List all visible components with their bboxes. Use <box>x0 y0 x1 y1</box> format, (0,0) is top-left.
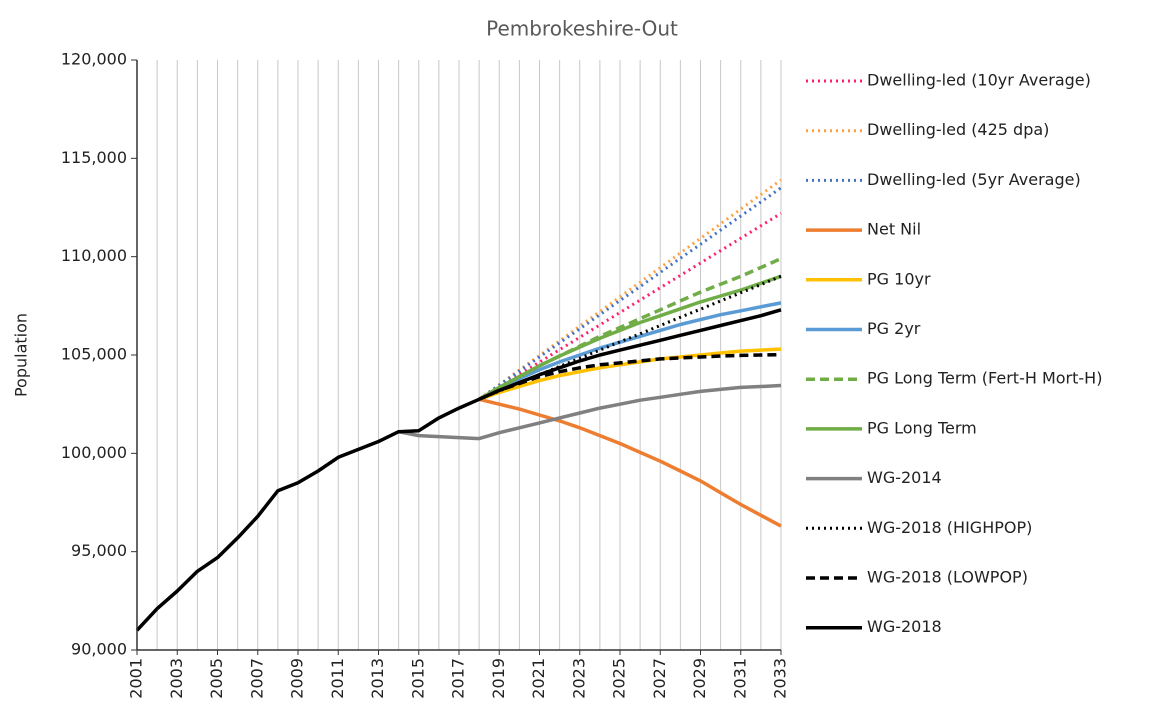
legend-label: Dwelling-led (10yr Average) <box>867 71 1091 90</box>
series-line <box>478 397 782 528</box>
y-tick-label: 95,000 <box>71 541 127 560</box>
legend-label: PG 10yr <box>867 269 931 288</box>
series-line <box>478 274 782 401</box>
x-tick-label: 2011 <box>328 658 347 699</box>
chart-title: Pembrokeshire-Out <box>486 17 678 41</box>
x-tick-label: 2009 <box>288 658 307 699</box>
grid <box>136 60 782 650</box>
series-line <box>398 383 782 441</box>
x-tick-label: 2023 <box>569 658 588 699</box>
series-line <box>478 186 782 401</box>
y-tick-label: 100,000 <box>61 443 127 462</box>
series-line <box>478 212 782 401</box>
legend-label: WG-2014 <box>867 468 942 487</box>
x-tick-label: 2007 <box>247 658 266 699</box>
x-tick-label: 2029 <box>690 658 709 699</box>
legend-label: PG 2yr <box>867 319 921 338</box>
legend-label: WG-2018 (LOWPOP) <box>867 568 1028 587</box>
y-tick-label: 120,000 <box>61 50 127 69</box>
x-tick-label: 2005 <box>207 658 226 699</box>
legend: Dwelling-led (10yr Average) Dwelling-led … <box>806 71 1102 636</box>
series-line <box>478 352 782 401</box>
y-tick-label: 105,000 <box>61 345 127 364</box>
legend-label: WG-2018 (HIGHPOP) <box>867 518 1032 537</box>
y-tick-label: 115,000 <box>61 148 127 167</box>
legend-label: Dwelling-led (5yr Average) <box>867 170 1081 189</box>
y-tick-label: 110,000 <box>61 246 127 265</box>
legend-label: WG-2018 <box>867 617 942 636</box>
legend-label: Dwelling-led (425 dpa) <box>867 120 1049 139</box>
x-tick-label: 2001 <box>127 658 146 699</box>
y-axis-label: Population <box>12 313 31 397</box>
x-tick-label: 2021 <box>529 658 548 699</box>
legend-label: Net Nil <box>867 220 921 239</box>
x-tick-label: 2017 <box>449 658 468 699</box>
x-tick-label: 2031 <box>730 658 749 699</box>
axes: 90,000 95,000 100,000 105,000 110,000 115,000… <box>61 50 790 699</box>
series-line <box>135 308 782 632</box>
x-tick-label: 2013 <box>368 658 387 699</box>
x-tick-label: 2015 <box>408 658 427 699</box>
x-tick-label: 2003 <box>167 658 186 699</box>
series-line <box>478 178 782 401</box>
x-tick-label: 2025 <box>610 658 629 699</box>
x-tick-label: 2027 <box>650 658 669 699</box>
legend-label: PG Long Term <box>867 418 977 437</box>
plot-lines <box>135 178 782 632</box>
y-tick-label: 90,000 <box>71 640 127 659</box>
x-tick-label: 2033 <box>771 658 790 699</box>
x-tick-label: 2019 <box>489 658 508 699</box>
legend-label: PG Long Term (Fert-H Mort-H) <box>867 369 1102 388</box>
